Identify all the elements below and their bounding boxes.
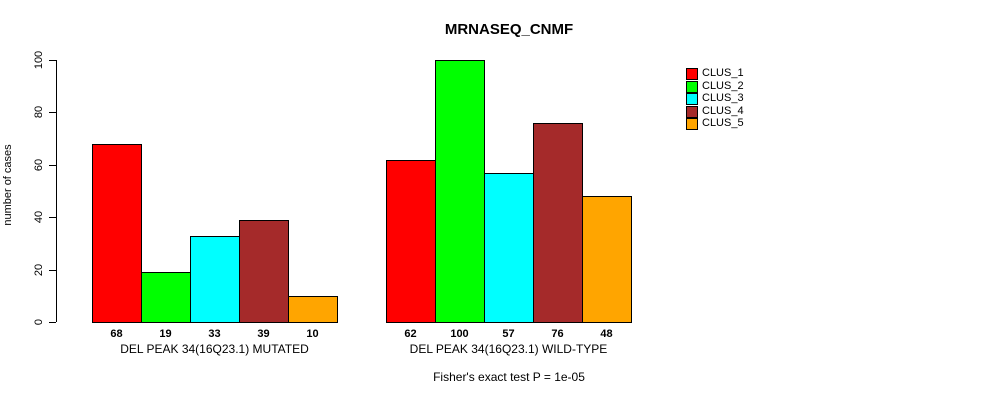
legend-swatch-clus_2 bbox=[686, 80, 698, 93]
legend-label-clus_4: CLUS_4 bbox=[702, 104, 744, 117]
legend-swatch-clus_3 bbox=[686, 93, 698, 105]
fisher-test-footnote: Fisher's exact test P = 1e-05 bbox=[433, 370, 585, 384]
legend-label-clus_3: CLUS_3 bbox=[702, 92, 744, 104]
bar-value-label: 62 bbox=[404, 328, 417, 340]
bar-clus_1 bbox=[386, 159, 436, 323]
bar-clus_1 bbox=[92, 143, 142, 323]
chart-title: MRNASEQ_CNMF bbox=[444, 21, 574, 38]
group-label: DEL PEAK 34(16Q23.1) WILD-TYPE bbox=[409, 342, 608, 356]
bar-clus_3 bbox=[484, 172, 534, 323]
bar-clus_5 bbox=[288, 295, 338, 323]
bar-value-label: 57 bbox=[502, 328, 515, 340]
legend-swatch-clus_1 bbox=[686, 68, 698, 80]
y-axis-line bbox=[56, 60, 57, 322]
bar-clus_2 bbox=[435, 60, 485, 323]
y-axis-tick bbox=[49, 164, 56, 166]
bar-clus_4 bbox=[239, 219, 289, 323]
legend-swatch-clus_5 bbox=[686, 118, 698, 130]
bar-clus_5 bbox=[582, 196, 632, 323]
bar-value-label: 68 bbox=[110, 328, 123, 340]
y-axis-tick bbox=[49, 112, 56, 114]
bar-value-label: 10 bbox=[306, 328, 319, 340]
bar-value-label: 19 bbox=[159, 328, 172, 340]
bar-clus_3 bbox=[190, 235, 240, 323]
bar-value-label: 76 bbox=[551, 328, 564, 340]
group-label: DEL PEAK 34(16Q23.1) MUTATED bbox=[120, 342, 309, 356]
y-axis-tick bbox=[49, 60, 56, 61]
bar-value-label: 100 bbox=[450, 328, 469, 340]
bar-value-label: 33 bbox=[208, 328, 221, 340]
legend-label-clus_5: CLUS_5 bbox=[702, 117, 744, 129]
y-axis-tick bbox=[49, 269, 56, 271]
legend-label-clus_2: CLUS_2 bbox=[702, 79, 744, 92]
y-axis-tick bbox=[49, 217, 56, 219]
legend-swatch-clus_4 bbox=[686, 105, 698, 118]
legend-label-clus_1: CLUS_1 bbox=[702, 67, 744, 79]
y-axis-tick bbox=[49, 322, 56, 323]
bar-value-label: 48 bbox=[600, 328, 613, 340]
bar-value-label: 39 bbox=[257, 328, 270, 340]
